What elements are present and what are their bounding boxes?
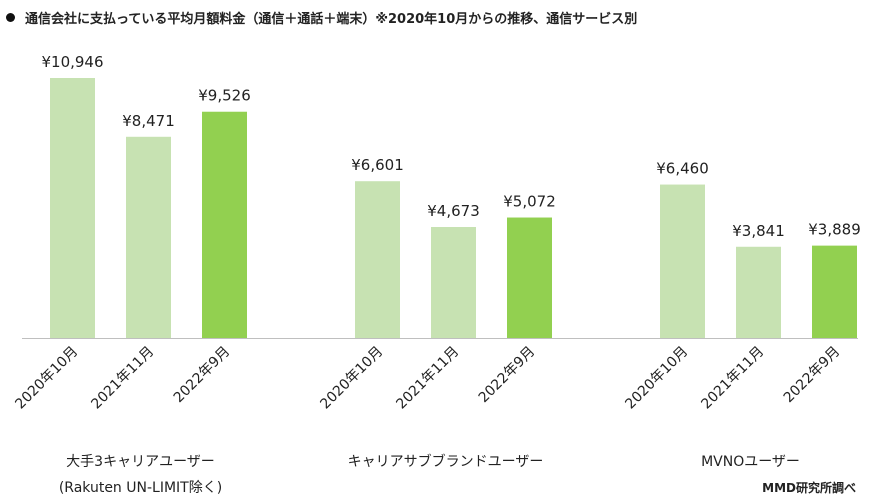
data-label: ¥6,460 xyxy=(656,160,709,178)
bar xyxy=(812,245,857,338)
bar xyxy=(431,227,476,338)
source-credit: MMD研究所調べ xyxy=(762,481,856,495)
x-tick-label: 2020年10月 xyxy=(317,344,386,413)
x-tick-label: 2021年11月 xyxy=(393,344,462,413)
bar xyxy=(126,136,171,338)
bar xyxy=(202,111,247,338)
bar xyxy=(660,184,705,338)
bar xyxy=(736,246,781,338)
x-tick-label: 2022年9月 xyxy=(476,344,539,407)
data-label: ¥10,946 xyxy=(41,53,103,71)
x-tick-label: 2020年10月 xyxy=(622,344,691,413)
x-tick-label: 2021年11月 xyxy=(88,344,157,413)
x-tick-label: 2022年9月 xyxy=(781,344,844,407)
data-label: ¥6,601 xyxy=(351,156,404,174)
bar xyxy=(50,78,95,338)
data-label: ¥9,526 xyxy=(198,87,251,105)
group-label: キャリアサブブランドユーザー xyxy=(348,453,544,470)
x-tick-label: 2021年11月 xyxy=(698,344,767,413)
data-label: ¥4,673 xyxy=(427,202,480,220)
group-label: 大手3キャリアユーザー xyxy=(66,454,215,470)
data-label: ¥3,889 xyxy=(808,221,861,239)
group-label: MVNOユーザー xyxy=(701,454,800,470)
chart-title: 通信会社に支払っている平均月額料金（通信＋通話＋端末）※2020年10月からの推… xyxy=(6,8,637,27)
bar xyxy=(507,217,552,338)
x-tick-label: 2020年10月 xyxy=(12,344,81,413)
group-sublabel: (Rakuten UN-LIMIT除く) xyxy=(59,480,222,496)
bullet-icon xyxy=(6,13,15,22)
bar xyxy=(355,181,400,338)
data-label: ¥3,841 xyxy=(732,222,785,240)
chart-title-text: 通信会社に支払っている平均月額料金（通信＋通話＋端末）※2020年10月からの推… xyxy=(25,12,638,27)
data-label: ¥8,471 xyxy=(122,112,175,130)
x-tick-label: 2022年9月 xyxy=(171,344,234,407)
data-label: ¥5,072 xyxy=(503,193,556,211)
